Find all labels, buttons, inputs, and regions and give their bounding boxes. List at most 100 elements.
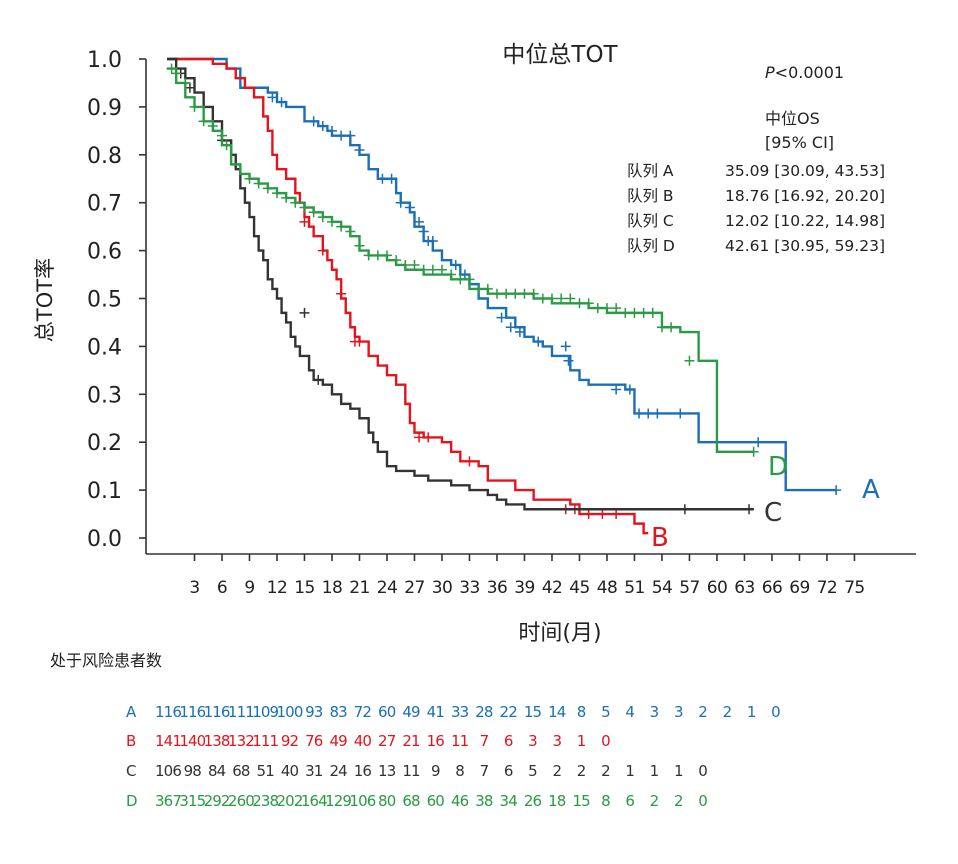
y-tick-label: 0.2 [87,431,122,456]
y-tick-label: 0.5 [87,288,122,313]
censor-mark [601,303,612,314]
censor-mark [446,269,457,280]
risk-cell: 72 [354,703,372,721]
x-tick-label: 24 [377,578,397,598]
risk-cell: 111 [228,703,254,721]
y-tick-label: 0.7 [87,192,122,217]
censor-mark [647,307,658,318]
median-row-a-label: 队列 A [627,162,674,180]
censor-mark [166,63,177,74]
risk-cell: 76 [305,732,323,750]
censor-mark [299,216,310,227]
risk-cell: 9 [431,762,440,780]
risk-cell: 2 [552,762,561,780]
censor-mark [427,264,438,275]
chart-texts: 中位总TOT 总TOT率 时间(月) P<0.0001 中位OS [95% CI… [33,42,885,670]
censor-mark [221,140,232,151]
risk-cell: 5 [601,703,610,721]
risk-cell: 21 [402,732,420,750]
censor-mark [583,298,594,309]
censor-mark [345,130,356,141]
censor-mark [679,504,690,515]
risk-cell: 1 [650,762,659,780]
risk-cell: 60 [427,792,445,810]
censor-mark [597,509,608,520]
risk-cell: 141 [155,732,181,750]
risk-row-label: A [126,703,137,721]
censor-mark [652,408,663,419]
censor-mark [537,293,548,304]
risk-cell: 83 [329,703,347,721]
censor-mark [404,202,415,213]
risk-cell: 367 [155,792,181,810]
censor-mark [563,355,574,366]
censor-mark [565,293,576,304]
curve-label-c: C [764,498,782,528]
censor-mark [643,408,654,419]
risk-cell: 92 [281,732,299,750]
median-row-a-value: 35.09 [30.09, 43.53] [725,162,885,180]
censor-mark [620,307,631,318]
risk-cell: 260 [228,792,254,810]
censor-mark [354,145,365,156]
curve-label-b: B [651,523,669,553]
y-tick-label: 0.1 [87,479,122,504]
risk-cell: 16 [354,762,372,780]
censor-mark [308,116,319,127]
risk-row-label: C [126,762,136,780]
risk-cell: 116 [204,703,230,721]
censor-mark [299,307,310,318]
risk-cell: 7 [480,762,489,780]
censor-mark [198,116,209,127]
x-tick-label: 48 [597,578,617,598]
risk-cell: 111 [252,732,278,750]
median-row-b-label: 队列 B [627,187,674,205]
censor-mark [611,303,622,314]
x-tick-label: 39 [514,578,534,598]
risk-cell: 15 [572,792,590,810]
censor-mark [464,456,475,467]
risk-cell: 5 [528,762,537,780]
y-tick-label: 0.0 [87,527,122,552]
censor-mark [317,245,328,256]
risk-cell: 22 [500,703,518,721]
censor-mark [409,259,420,270]
censor-mark [675,408,686,419]
y-tick-label: 0.6 [87,240,122,265]
median-header-1: 中位OS [765,109,820,128]
risk-cell: 7 [480,732,489,750]
risk-cell: 2 [650,792,659,810]
censor-mark [180,77,191,88]
risk-cell: 6 [504,762,513,780]
risk-cell: 1 [674,762,683,780]
x-tick-label: 6 [217,578,227,598]
censor-mark [244,173,255,184]
risk-cell: 2 [601,762,610,780]
censor-mark [656,322,667,333]
censor-mark [753,437,764,448]
risk-cell: 100 [277,703,303,721]
censor-mark [414,216,425,227]
curve-b [167,57,649,535]
censor-mark [363,250,374,261]
censor-mark [611,509,622,520]
risk-cell: 315 [179,792,205,810]
x-tick-label: 21 [349,578,369,598]
risk-cell: 31 [305,762,323,780]
x-tick-label: 54 [652,578,672,598]
censor-mark [519,288,530,299]
censor-mark [386,173,397,184]
risk-cell: 34 [500,792,518,810]
censor-mark [482,283,493,294]
risk-cell: 28 [475,703,493,721]
risk-cell: 202 [277,792,303,810]
censor-mark [744,504,755,515]
risk-cell: 1 [577,732,586,750]
median-row-d-value: 42.61 [30.95, 59.23] [725,237,885,255]
censor-mark [592,303,603,314]
censor-mark [414,432,425,443]
x-tick-label: 15 [294,578,314,598]
risk-cell: 3 [674,703,683,721]
censor-mark [501,288,512,299]
risk-cell: 24 [329,762,347,780]
